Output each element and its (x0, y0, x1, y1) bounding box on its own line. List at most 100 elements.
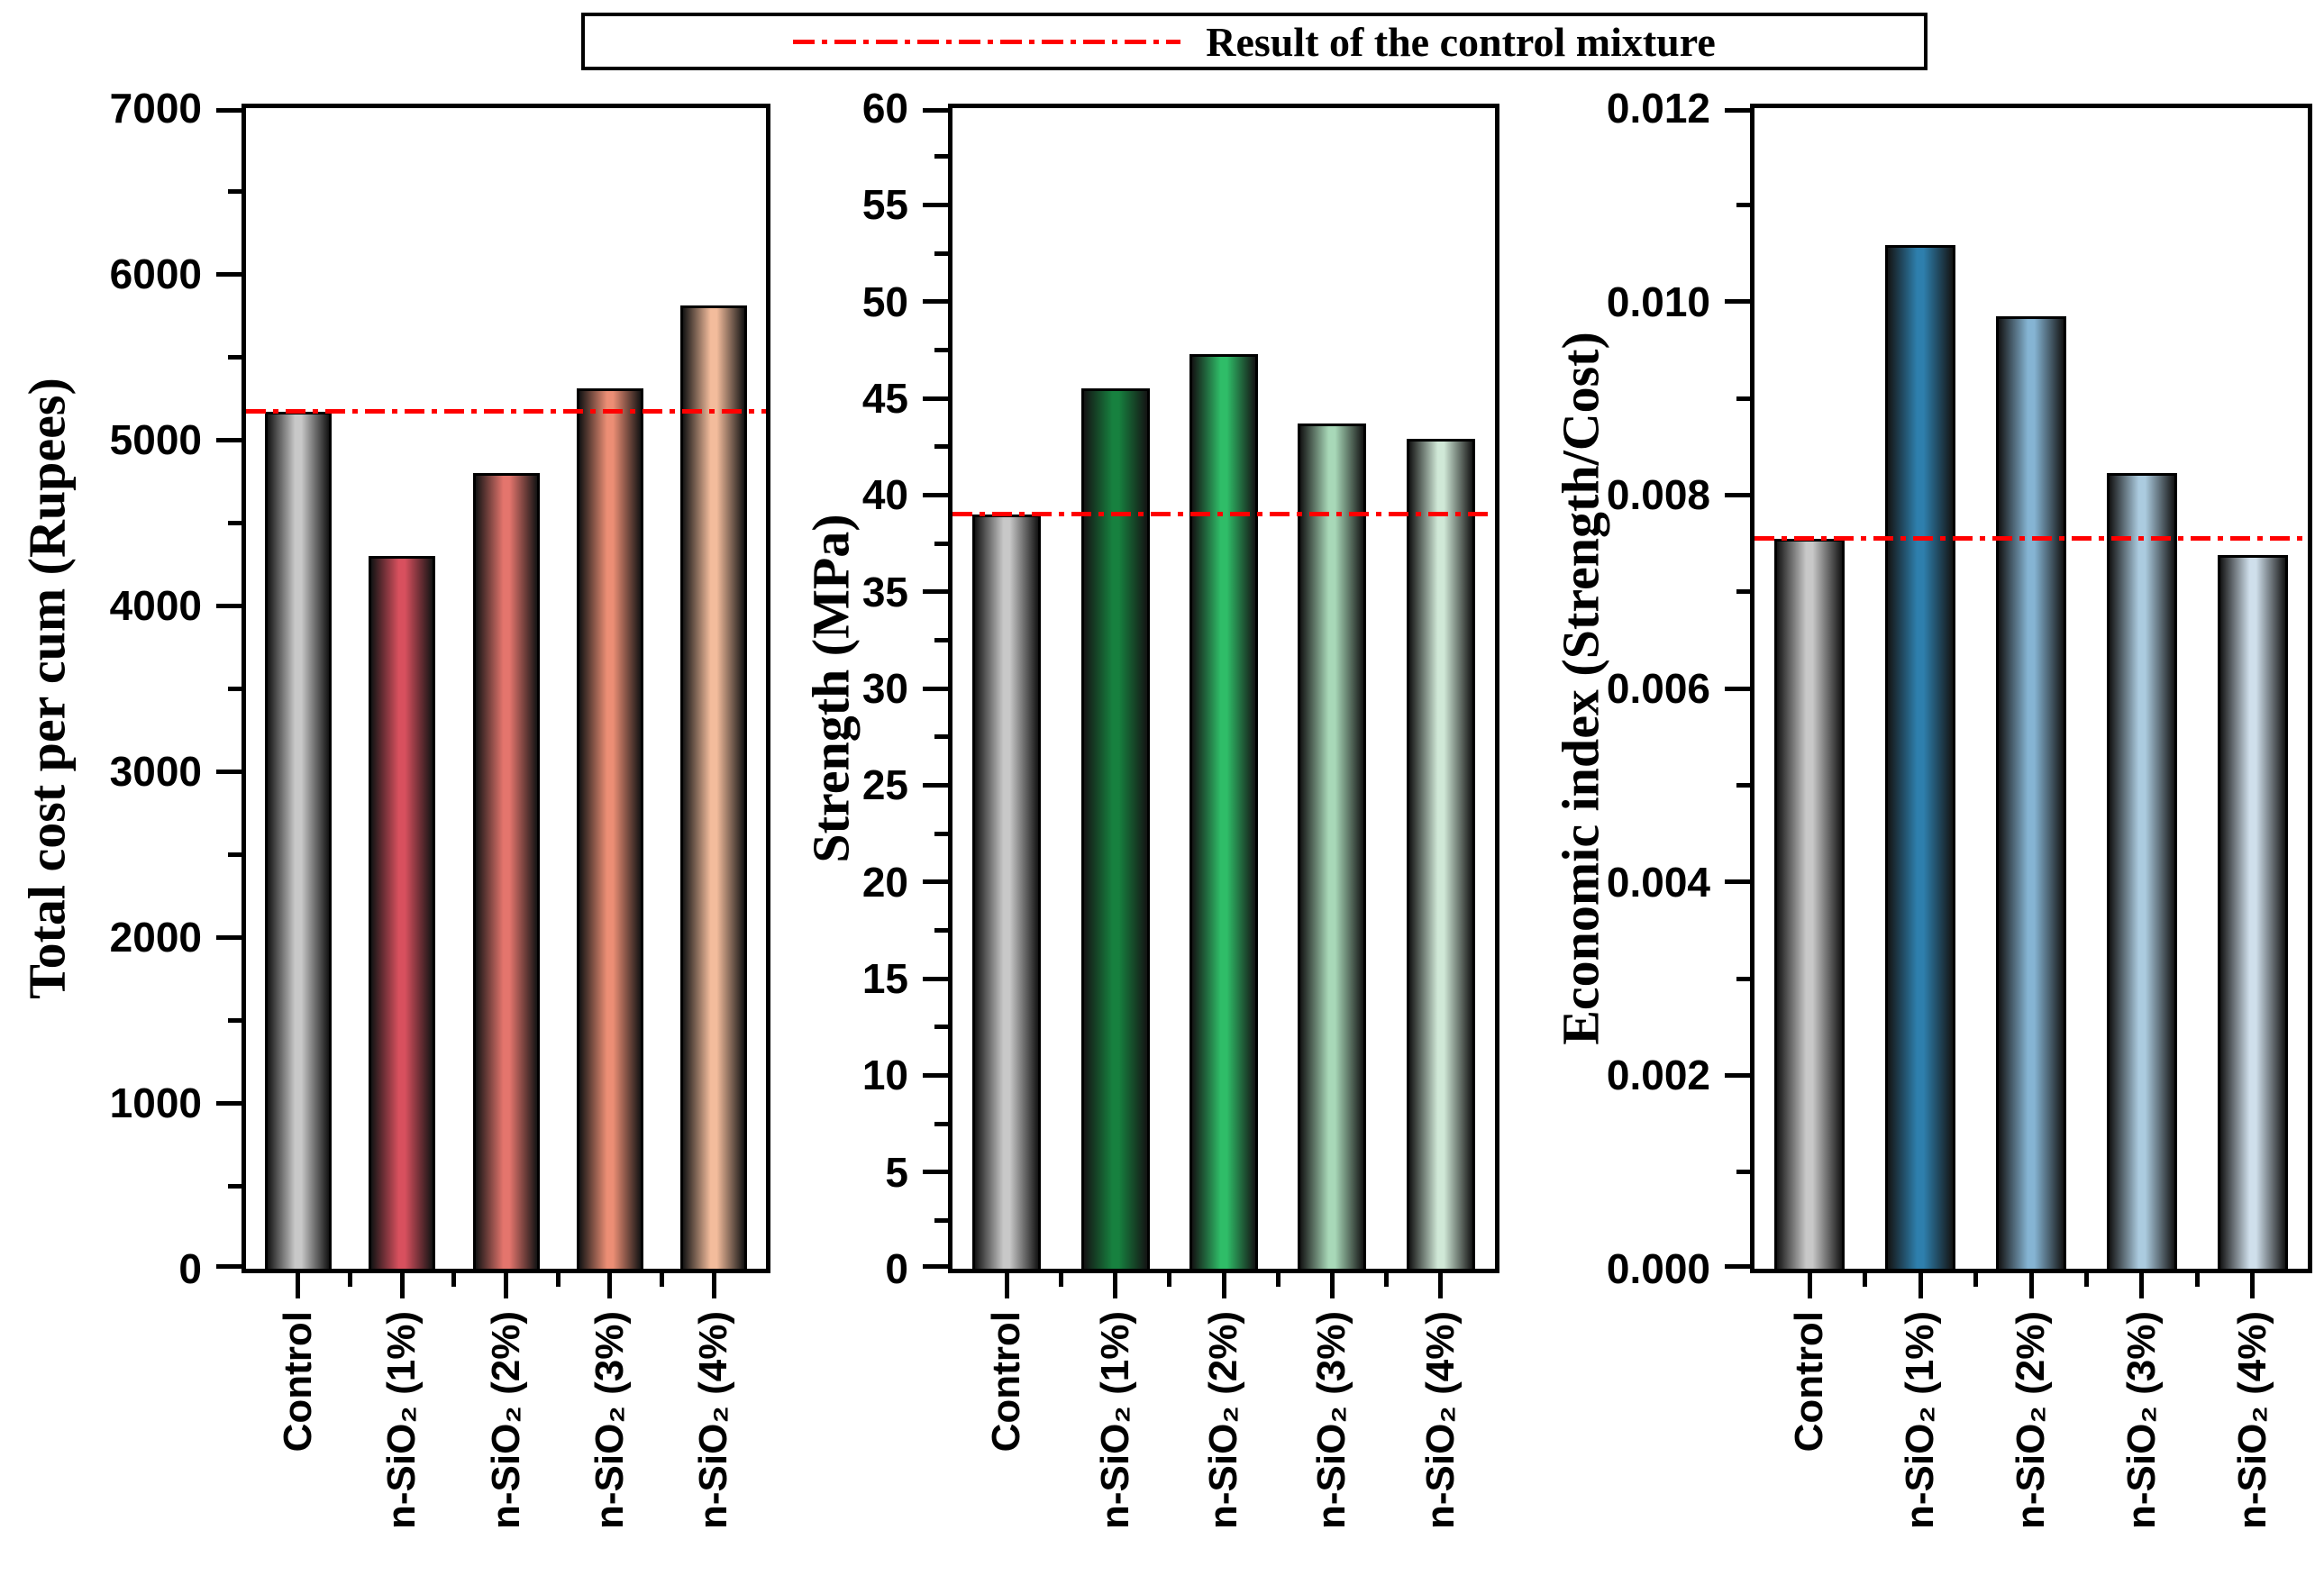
x-minor-tick (451, 1273, 457, 1287)
y-major-tick (216, 108, 242, 113)
y-major-tick (1725, 686, 1750, 691)
x-category-label-text: n-SiO₂ (3%) (2119, 1311, 2164, 1529)
bar-n-SiO₂ (4%) (2217, 554, 2288, 1269)
y-tick-label: 5000 (109, 416, 202, 463)
bar-n-SiO₂ (2%) (1996, 315, 2066, 1269)
y-major-tick (216, 437, 242, 442)
x-category-label-text: n-SiO₂ (4%) (691, 1311, 736, 1529)
y-tick-label: 30 (861, 665, 908, 712)
y-minor-tick (934, 444, 948, 450)
x-major-tick (711, 1273, 716, 1298)
y-major-tick (923, 1264, 948, 1269)
x-major-tick (504, 1273, 508, 1298)
x-minor-tick (1167, 1273, 1172, 1287)
cost-chart-plot-area: 0 1000 2000 3000 4000 5000 6000 7000 Control n-Si… (110, 85, 770, 1529)
control-reference-line (1754, 535, 2308, 541)
x-category-label-text: n-SiO₂ (3%) (1309, 1311, 1354, 1529)
bar-n-SiO₂ (4%) (1406, 439, 1475, 1269)
strength-chart-plot-area: 0 5 10 15 20 25 30 35 40 45 50 55 60 Control n-SiO₂ (1… (862, 85, 1499, 1529)
y-major-tick (1725, 1072, 1750, 1078)
x-minor-tick (1058, 1273, 1063, 1287)
y-tick-label: 60 (861, 85, 908, 132)
x-major-tick (2139, 1273, 2145, 1298)
y-minor-tick (1736, 976, 1750, 981)
y-tick-label: 55 (861, 181, 908, 229)
x-category-label-text: n-SiO₂ (3%) (587, 1311, 632, 1529)
legend: Result of the control mixture (581, 13, 1928, 70)
y-tick-label: 0 (885, 1245, 908, 1292)
y-tick-label: 20 (861, 858, 908, 906)
y-tick-label: 1000 (109, 1079, 202, 1126)
y-major-tick (1725, 492, 1750, 497)
x-minor-tick (2194, 1273, 2200, 1287)
x-category-label-text: Control (275, 1311, 320, 1453)
bar-n-SiO₂ (3%) (576, 387, 643, 1269)
y-major-tick (923, 299, 948, 305)
x-major-tick (2250, 1273, 2256, 1298)
y-minor-tick (228, 1017, 242, 1023)
y-tick-label: 0.012 (1606, 85, 1710, 132)
x-category-label-text: n-SiO₂ (4%) (1417, 1311, 1463, 1529)
y-tick-label: 0.004 (1606, 858, 1710, 906)
y-major-tick (923, 202, 948, 207)
y-tick-label: 15 (861, 955, 908, 1002)
bar-n-SiO₂ (1%) (1080, 388, 1150, 1269)
x-category-label: n-SiO₂ (4%) (691, 1311, 909, 1529)
y-tick-label: 45 (861, 375, 908, 422)
bar-n-SiO₂ (1%) (369, 555, 436, 1269)
y-major-tick (1725, 879, 1750, 885)
y-tick-label: 5 (885, 1148, 908, 1196)
y-minor-tick (934, 154, 948, 159)
y-minor-tick (1736, 782, 1750, 788)
y-minor-tick (934, 1217, 948, 1223)
y-tick-label: 4000 (109, 582, 202, 629)
y-tick-label: 10 (861, 1052, 908, 1099)
y-minor-tick (934, 927, 948, 933)
y-minor-tick (1736, 589, 1750, 595)
x-minor-tick (1384, 1273, 1390, 1287)
x-category-label-text: n-SiO₂ (4%) (2229, 1311, 2274, 1529)
y-minor-tick (228, 520, 242, 525)
bar-Control (972, 514, 1042, 1269)
x-major-tick (1004, 1273, 1009, 1298)
x-category-label: n-SiO₂ (4%) (2230, 1311, 2324, 1529)
y-minor-tick (934, 251, 948, 256)
y-minor-tick (1736, 202, 1750, 207)
x-category-label-text: n-SiO₂ (2%) (2009, 1311, 2053, 1529)
bar-n-SiO₂ (2%) (472, 472, 540, 1269)
y-minor-tick (228, 354, 242, 360)
bar-n-SiO₂ (2%) (1189, 353, 1258, 1269)
y-minor-tick (934, 1025, 948, 1030)
x-category-label-text: Control (1787, 1311, 1832, 1453)
y-tick-label: 0.010 (1606, 278, 1710, 325)
strength-axis-title-text: Strength (MPa) (801, 514, 861, 863)
y-minor-tick (934, 831, 948, 836)
y-major-tick (216, 769, 242, 774)
x-category-label: n-SiO₂ (4%) (1418, 1311, 1636, 1529)
x-category-label-text: n-SiO₂ (1%) (1092, 1311, 1137, 1529)
x-major-tick (399, 1273, 405, 1298)
y-tick-label: 0.008 (1606, 471, 1710, 519)
x-minor-tick (660, 1273, 665, 1287)
y-tick-label: 2000 (109, 914, 202, 961)
y-tick-label: 3000 (109, 748, 202, 795)
y-major-tick (216, 1264, 242, 1269)
x-major-tick (1438, 1273, 1444, 1298)
y-major-tick (923, 686, 948, 691)
control-reference-line (246, 408, 766, 414)
y-minor-tick (228, 686, 242, 691)
y-minor-tick (228, 1183, 242, 1189)
x-category-label-text: n-SiO₂ (1%) (379, 1311, 424, 1529)
y-major-tick (923, 879, 948, 885)
y-major-tick (1725, 108, 1750, 113)
bar-Control (1774, 538, 1846, 1269)
y-minor-tick (934, 637, 948, 642)
y-tick-label: 0 (178, 1245, 202, 1292)
x-minor-tick (1863, 1273, 1868, 1287)
x-category-label-text: n-SiO₂ (1%) (1898, 1311, 1943, 1529)
x-minor-tick (2083, 1273, 2089, 1287)
y-minor-tick (228, 852, 242, 857)
y-minor-tick (934, 347, 948, 352)
x-major-tick (607, 1273, 613, 1298)
x-major-tick (1807, 1273, 1812, 1298)
